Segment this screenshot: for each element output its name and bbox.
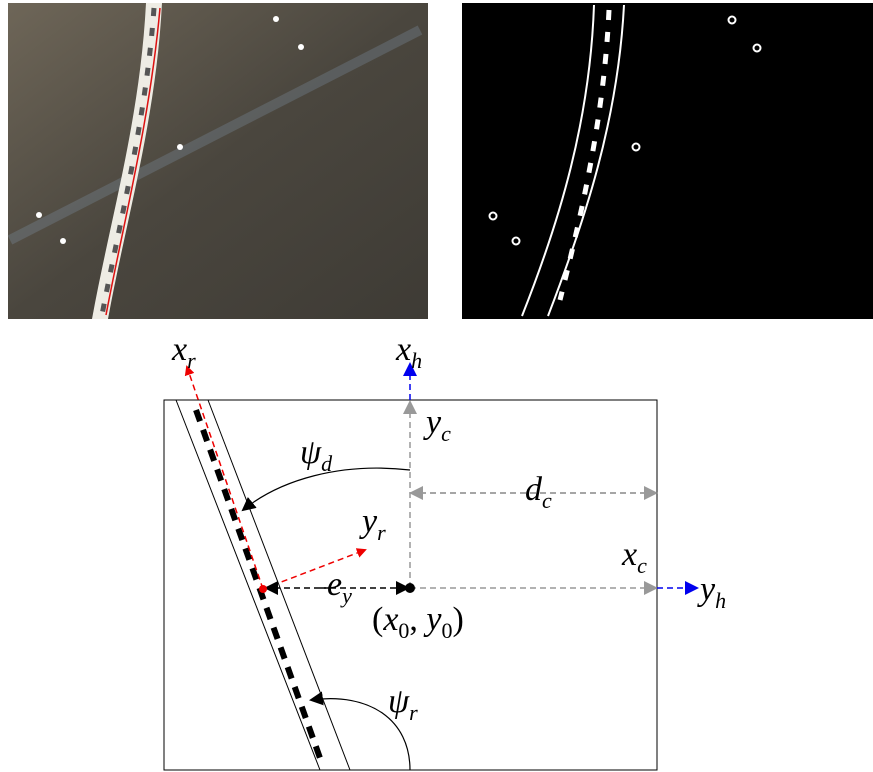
subscript: y	[340, 583, 352, 608]
label: ψr	[388, 683, 418, 725]
label: yr	[359, 503, 386, 545]
subscript: 0	[442, 618, 453, 643]
subscript: 0	[398, 618, 409, 643]
subscript: r	[409, 700, 418, 725]
symbol: y	[423, 404, 442, 441]
separator: ,	[409, 601, 426, 638]
schematic	[163, 362, 699, 771]
subscript: h	[715, 588, 726, 613]
subscript: c	[542, 488, 552, 513]
label: ey	[327, 566, 352, 608]
subscript: d	[321, 451, 333, 476]
label: dc	[525, 471, 552, 513]
symbol: x	[382, 601, 398, 638]
symbol: d	[525, 471, 543, 508]
label: ψd	[300, 434, 333, 476]
subscript: h	[411, 348, 422, 373]
symbol: ψ	[388, 683, 410, 720]
label: xh	[395, 331, 422, 373]
subscript: c	[441, 421, 451, 446]
symbol: y	[697, 571, 716, 608]
label: yc	[423, 404, 451, 446]
symbol: e	[327, 566, 342, 603]
label: xr	[171, 331, 196, 373]
symbol: x	[621, 536, 637, 573]
subscript: c	[637, 553, 647, 578]
symbol: x	[395, 331, 411, 368]
subscript: r	[377, 520, 386, 545]
camera-photo	[7, 3, 428, 319]
paren: (	[372, 601, 383, 638]
binary-image	[462, 3, 873, 319]
paren: )	[453, 601, 464, 638]
symbol: y	[423, 601, 442, 638]
label: yh	[697, 571, 726, 613]
labels: xr xh yc ψd dc yr xc yh ey ψr (x0, y0)	[171, 331, 726, 725]
symbol: y	[359, 503, 378, 540]
symbol: x	[171, 331, 187, 368]
symbol: ψ	[300, 434, 322, 471]
origin-label: (x0, y0)	[372, 601, 464, 643]
subscript: r	[187, 348, 196, 373]
label: xc	[621, 536, 647, 578]
